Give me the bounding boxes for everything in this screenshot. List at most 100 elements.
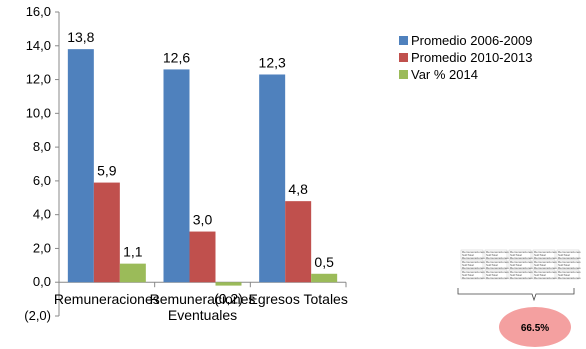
y-tick-label: 14,0	[26, 38, 51, 53]
inset-cell-text: Remuneraciones	[558, 250, 581, 254]
inset-cell-text: Remuneraciones	[558, 260, 581, 264]
inset-cell-text: Remuneraciones	[462, 276, 485, 280]
bar	[189, 231, 216, 283]
inset-cell-text: Remuneraciones	[510, 276, 533, 280]
inset-cell	[532, 249, 556, 260]
inset-cell	[460, 249, 484, 260]
legend: Promedio 2006-2009 Promedio 2010-2013 Var …	[399, 33, 532, 82]
data-label: 12,6	[163, 49, 190, 65]
data-label: (0,2)	[214, 291, 243, 307]
inset-cell-text: SubTotal	[486, 273, 498, 277]
inset-cell-text: Remuneraciones	[486, 250, 509, 254]
legend-label: Var % 2014	[411, 67, 478, 82]
badge-ellipse	[499, 307, 571, 347]
inset-cell-text: SubTotal	[462, 273, 474, 277]
legend-swatch	[399, 36, 408, 45]
inset-cell	[484, 249, 508, 260]
inset-cell-text: Remuneraciones	[510, 250, 533, 254]
inset-cell-text: Remuneraciones	[510, 266, 533, 270]
inset-cell-text: Remuneraciones	[486, 266, 509, 270]
inset-cell-text: SubTotal	[534, 253, 546, 257]
inset-cell-text: Remuneraciones	[534, 260, 557, 264]
inset-cell	[532, 259, 556, 270]
inset-cell-text: Remuneraciones	[510, 256, 533, 260]
bar	[163, 69, 190, 283]
inset-cell-text: SubTotal	[558, 253, 570, 257]
legend-label: Promedio 2006-2009	[411, 33, 532, 48]
inset-cell-text: SubTotal	[510, 263, 522, 267]
data-label: 5,9	[97, 163, 117, 179]
inset-cell-text: SubTotal	[534, 273, 546, 277]
inset-cell-text: Remuneraciones	[558, 270, 581, 274]
axes: (2,0) 0,0 2,0 4,0 6,0 8,0 10,0 12,0 14,0 16,0 Remu…	[24, 4, 348, 323]
legend-swatch	[399, 70, 408, 79]
inset-cell-text: Remuneraciones	[486, 276, 509, 280]
inset-cell-text: Remuneraciones	[486, 270, 509, 274]
data-label: 12,3	[259, 54, 286, 70]
data-label: 1,1	[123, 244, 143, 260]
y-tick-label: 8,0	[33, 139, 51, 154]
inset-cell-text: Remuneraciones	[462, 270, 485, 274]
inset-cell-text: SubTotal	[534, 263, 546, 267]
y-tick-label: 12,0	[26, 72, 51, 87]
inset-cell-text: Remuneraciones	[534, 250, 557, 254]
bar	[119, 263, 146, 283]
x-tick-label: Remuneraciones Eventuales	[150, 291, 256, 323]
x-tick-label: Egresos Totales	[248, 291, 347, 307]
bars	[67, 49, 338, 286]
inset-cell	[460, 259, 484, 270]
inset-cell-text: Remuneraciones	[462, 250, 485, 254]
x-tick-label: Remuneraciones	[54, 291, 160, 307]
data-labels: 13,8 12,6 12,3 5,9 3,0 4,8 1,1 (0,2) 0,5	[67, 29, 334, 306]
bar	[259, 74, 286, 283]
inset-cell-text: Remuneraciones	[462, 266, 485, 270]
bar	[67, 49, 94, 283]
inset-cell-text: Remuneraciones	[462, 260, 485, 264]
inset-cell-text: Remuneraciones	[558, 256, 581, 260]
inset-cell-text: SubTotal	[558, 273, 570, 277]
badge-value: 66.5%	[521, 323, 549, 334]
bar	[93, 182, 120, 283]
bar	[285, 201, 312, 283]
inset-thumbnail: RemuneracionesSubTotalRemuneracionesRemu…	[457, 249, 581, 347]
inset-cell	[556, 259, 580, 270]
inset-cell-text: Remuneraciones	[558, 276, 581, 280]
inset-cell	[532, 269, 556, 280]
inset-cell-text: Remuneraciones	[510, 270, 533, 274]
inset-cell	[508, 269, 532, 280]
inset-cell-text: SubTotal	[558, 263, 570, 267]
data-label: 4,8	[288, 181, 308, 197]
y-tick-label: 16,0	[26, 4, 51, 19]
inset-cell-text: Remuneraciones	[486, 256, 509, 260]
inset-cell	[460, 269, 484, 280]
data-label: 13,8	[67, 29, 94, 45]
inset-cell-text: SubTotal	[486, 253, 498, 257]
y-tick-label: 4,0	[33, 207, 51, 222]
inset-cell-text: Remuneraciones	[510, 260, 533, 264]
inset-cell	[556, 249, 580, 260]
inset-cell-text: SubTotal	[462, 253, 474, 257]
inset-cell-text: Remuneraciones	[486, 260, 509, 264]
inset-cell-text: Remuneraciones	[534, 276, 557, 280]
bar	[215, 282, 242, 286]
y-tick-label: 6,0	[33, 173, 51, 188]
inset-cell-text: Remuneraciones	[534, 270, 557, 274]
inset-cell	[508, 259, 532, 270]
inset-cell-text: SubTotal	[510, 253, 522, 257]
inset-cell	[556, 269, 580, 280]
legend-swatch	[399, 53, 408, 62]
inset-cell-text: SubTotal	[486, 263, 498, 267]
inset-cell-text: SubTotal	[462, 263, 474, 267]
y-tick-label: 0,0	[33, 274, 51, 289]
data-label: 3,0	[193, 212, 213, 228]
inset-cell-text: SubTotal	[510, 273, 522, 277]
inset-cell	[484, 269, 508, 280]
y-tick-label: 2,0	[33, 240, 51, 255]
y-tick-label: 10,0	[26, 105, 51, 120]
bar	[311, 273, 338, 283]
inset-brace	[457, 288, 575, 302]
data-label: 0,5	[314, 254, 334, 270]
inset-cell-text: Remuneraciones	[462, 256, 485, 260]
inset-cell-text: Remuneraciones	[558, 266, 581, 270]
